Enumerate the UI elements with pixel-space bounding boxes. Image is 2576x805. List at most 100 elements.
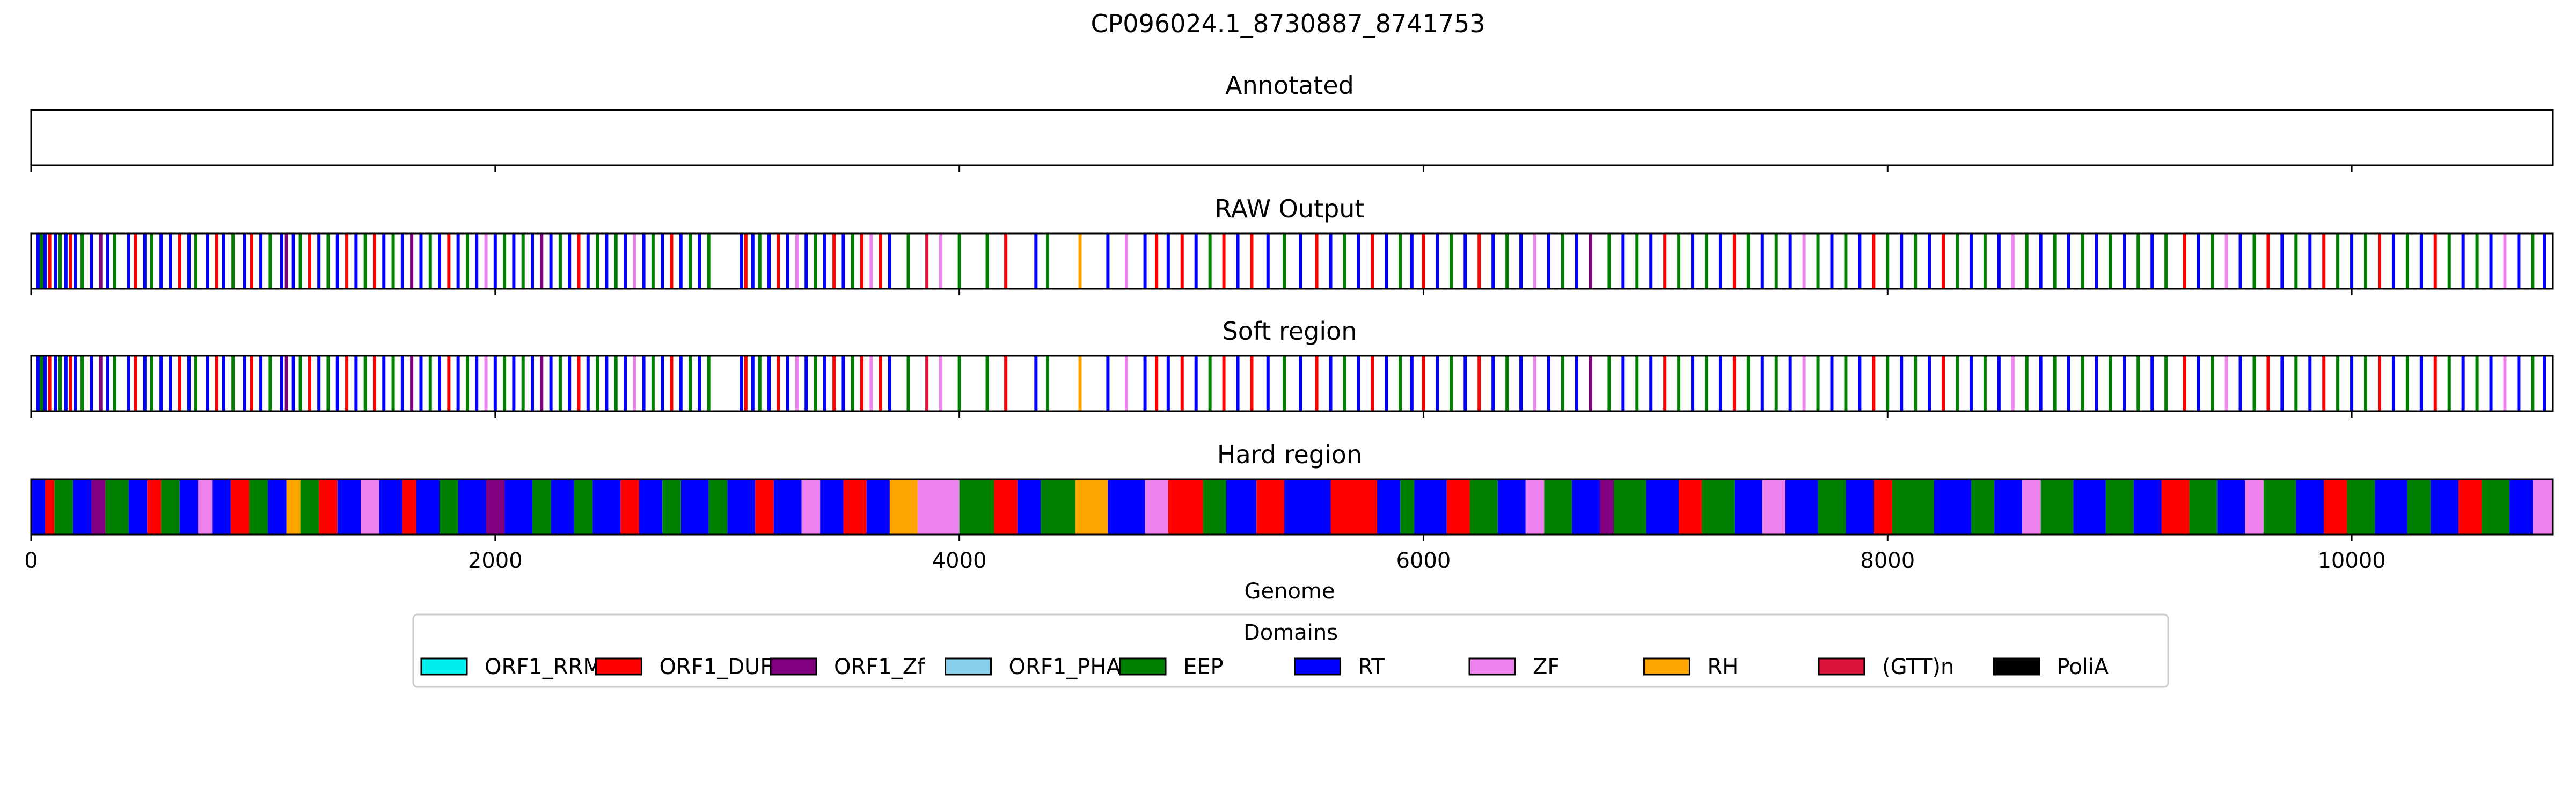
domain-hit [1983,356,1987,411]
legend-label: ORF1_Zf [834,655,925,679]
domain-hit [1705,356,1709,411]
domain-hit [1505,356,1509,411]
domain-hit [2081,356,2084,411]
domain-hit [1969,356,1973,411]
domain-hit [2489,233,2493,289]
domain-interval [2133,479,2162,535]
domain-hit [382,356,386,411]
domain-hit [1004,356,1008,411]
domain-hit [80,356,84,411]
domain-hit [456,356,460,411]
figure-title: CP096024.1_8730887_8741753 [1091,9,1485,38]
legend-label: (GTT)n [1882,655,1954,679]
domain-interval [2347,479,2375,535]
domain-hit [2266,356,2270,411]
legend-label: ZF [1533,655,1560,679]
panel-frame [30,232,2554,290]
domain-hit [284,233,288,289]
domain-interval [105,479,129,535]
domain-hit [1166,233,1170,289]
domain-hit [206,356,209,411]
legend-label: PoliA [2057,655,2109,679]
domain-hit [372,233,376,289]
domain-hit [605,233,609,289]
legend-swatch [945,657,992,676]
domain-hit [43,233,47,289]
panel-title: Soft region [1223,317,1357,346]
domain-interval [1330,479,1377,535]
domain-hit [99,233,103,289]
domain-hit [1208,233,1212,289]
domain-hit [2095,356,2098,411]
domain-hit [1816,356,1820,411]
domain-interval [31,479,45,535]
domain-hit [698,233,701,289]
domain-hit [475,233,479,289]
domain-hit [317,233,321,289]
domain-hit [1004,233,1008,289]
domain-interval [1226,479,1257,535]
domain-hit [2067,233,2070,289]
domain-interval [337,479,361,535]
domain-hit [159,233,163,289]
domain-interval [843,479,867,535]
domain-hit [1533,233,1537,289]
domain-hit [1180,233,1184,289]
domain-hit [1547,233,1550,289]
domain-hit [1760,233,1764,289]
domain-hit [549,356,553,411]
domain-hit [1858,356,1862,411]
domain-interval [1284,479,1331,535]
domain-hit [69,356,72,411]
legend-entry: PoliA [1993,655,2109,679]
domain-hit [1155,233,1159,289]
domain-hit [1299,356,1302,411]
domain-hit [280,233,284,289]
domain-hit [410,233,414,289]
domain-hit [1928,233,1931,289]
legend-entry: RH [1643,655,1738,679]
domain-hit [2531,356,2535,411]
domain-hit [1956,356,1959,411]
domain-hit [2489,356,2493,411]
domain-hit [335,356,339,411]
legend-entry: ORF1_RRM [420,655,602,679]
domain-hit [1607,233,1611,289]
domain-hit [345,233,349,289]
legend-entry: ORF1_Zf [770,655,925,679]
domain-hit [40,233,43,289]
domain-hit [1143,233,1147,289]
domain-interval [1874,479,1892,535]
domain-hit [1718,356,1722,411]
domain-interval [1934,479,1971,535]
domain-hit [1872,233,1876,289]
domain-hit [879,233,882,289]
domain-hit [1621,356,1625,411]
domain-hit [1343,356,1346,411]
domain-hit [1774,356,1778,411]
domain-hit [1371,356,1374,411]
domain-hit [215,233,218,289]
domain-hit [298,356,302,411]
domain-hit [661,233,664,289]
domain-interval [212,479,231,535]
domain-hit [786,233,789,289]
domain-hit [1034,356,1038,411]
domain-hit [758,356,762,411]
domain-interval [1168,479,1203,535]
domain-hit [1816,233,1820,289]
domain-hit [689,356,692,411]
domain-interval [1414,479,1447,535]
legend-swatch [420,657,468,676]
panel-frame [30,355,2554,412]
domain-hit [851,356,854,411]
domain-hit [503,233,507,289]
domain-hit [291,233,295,289]
domain-interval [727,479,756,535]
domain-hit [614,356,618,411]
domain-hit [1802,233,1806,289]
domain-hit [2350,233,2354,289]
domain-hit [2294,233,2298,289]
domain-hit [1283,356,1286,411]
legend-swatch [770,657,817,676]
